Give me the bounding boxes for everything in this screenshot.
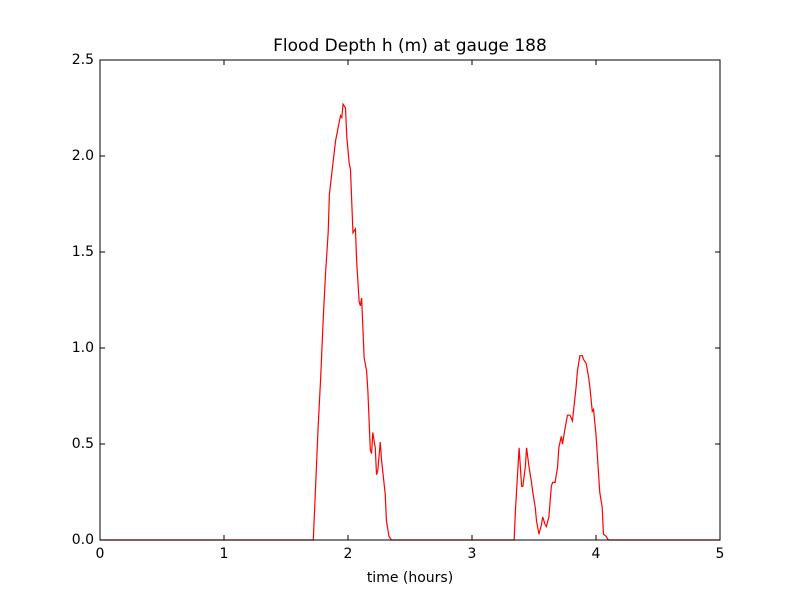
- data-line: [100, 102, 720, 541]
- x-tick-label: 3: [468, 546, 477, 562]
- x-tick-label: 1: [220, 546, 229, 562]
- x-tick-label: 4: [592, 546, 601, 562]
- x-tick-label: 0: [96, 546, 105, 562]
- y-tick-label: 0.5: [72, 436, 94, 452]
- plot-frame: [99, 59, 721, 541]
- y-tick-label: 2.5: [72, 52, 94, 68]
- x-axis-label: time (hours): [367, 570, 453, 586]
- y-tick-label: 0.0: [72, 532, 94, 548]
- y-tick-label: 2.0: [72, 148, 94, 164]
- y-tick-label: 1.0: [72, 340, 94, 356]
- x-tick-label: 2: [344, 546, 353, 562]
- y-tick-label: 1.5: [72, 244, 94, 260]
- x-tick-label: 5: [716, 546, 725, 562]
- chart-title: Flood Depth h (m) at gauge 188: [273, 36, 547, 56]
